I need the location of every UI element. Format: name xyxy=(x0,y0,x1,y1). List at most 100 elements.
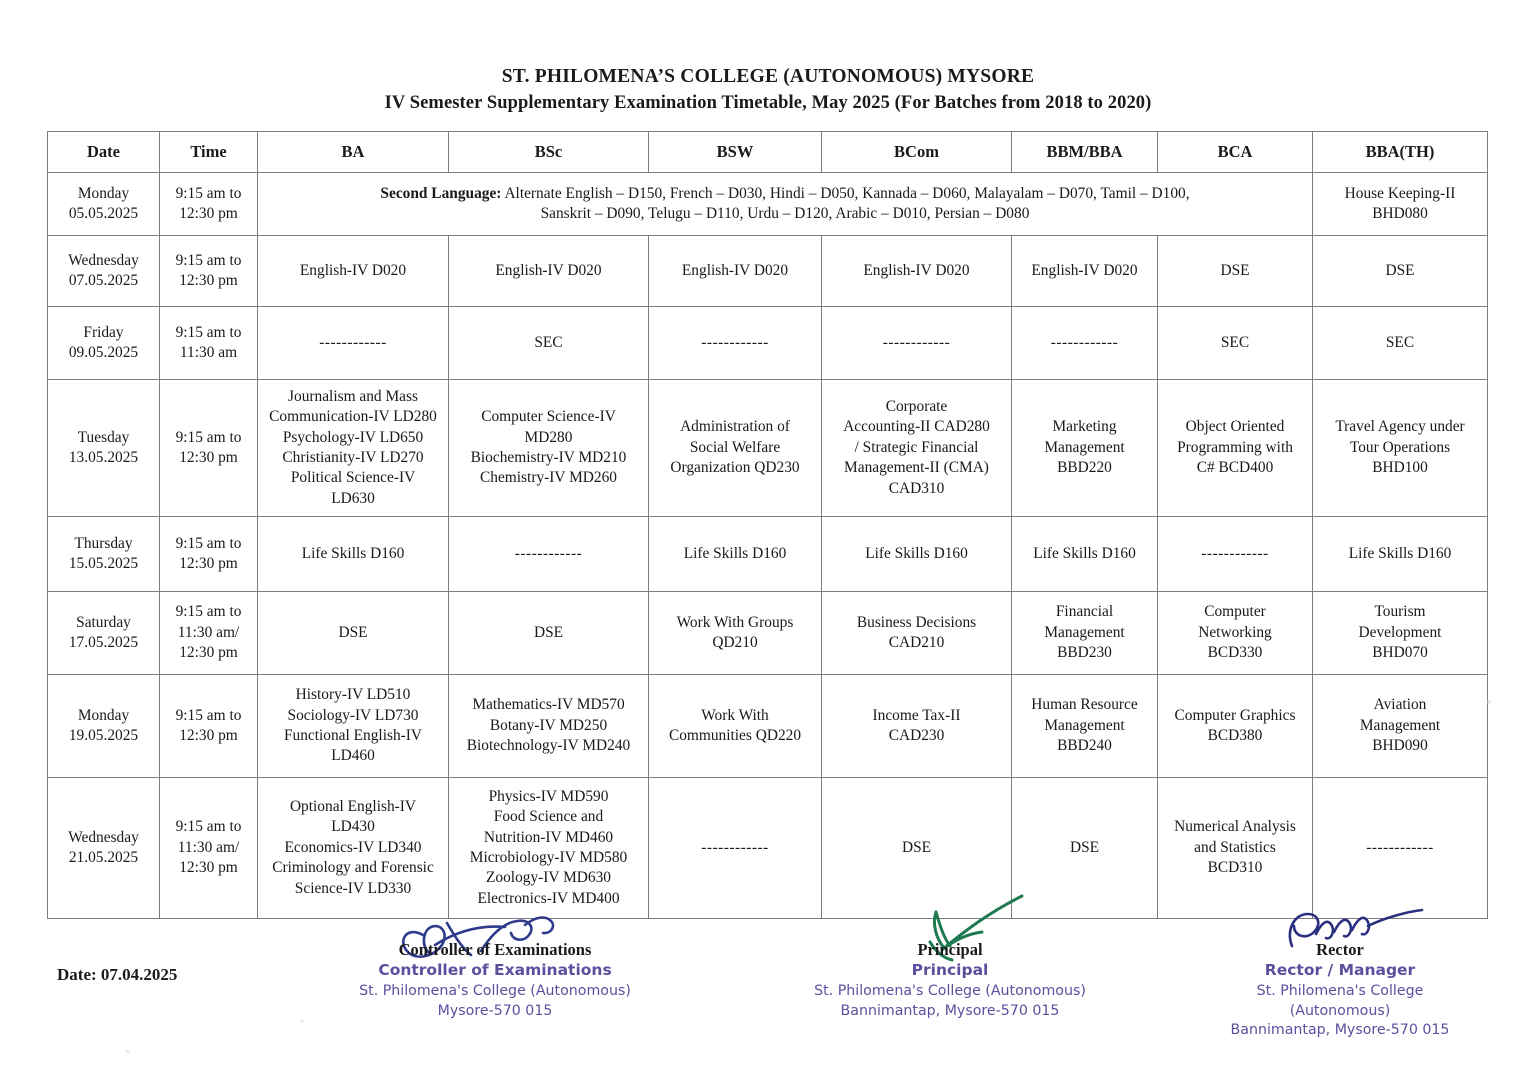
table-row: Saturday 17.05.2025 9:15 am to 11:30 am/… xyxy=(47,591,1488,675)
cell-bsw: Administration of Social Welfare Organiz… xyxy=(648,379,822,517)
column-header-bca: BCA xyxy=(1157,131,1313,173)
cell-bba-th: Tourism Development BHD070 xyxy=(1312,591,1488,675)
cell-ba: English-IV D020 xyxy=(257,235,449,307)
cell-bsc: Physics-IV MD590 Food Science and Nutrit… xyxy=(448,777,649,919)
cell-bca: DSE xyxy=(1157,235,1313,307)
cell-bbm: Life Skills D160 xyxy=(1011,516,1158,592)
cell-bsc: ------------ xyxy=(448,516,649,592)
cell-bsw: English-IV D020 xyxy=(648,235,822,307)
table-row: Friday 09.05.2025 9:15 am to 11:30 am --… xyxy=(47,306,1488,380)
column-header-date: Date xyxy=(47,131,160,173)
cell-second-language: Second Language: Alternate English – D15… xyxy=(257,172,1313,236)
cell-date: Monday 05.05.2025 xyxy=(47,172,160,236)
document-footer: Date: 07.04.2025 Controller of Examinati… xyxy=(0,894,1536,1085)
examination-timetable: Date Time BA BSc BSW BCom BBM/BBA BCA BB… xyxy=(47,131,1488,919)
cell-bbm: Financial Management BBD230 xyxy=(1011,591,1158,675)
cell-time: 9:15 am to 11:30 am/ 12:30 pm xyxy=(159,777,258,919)
stamp-line-address: Bannimantap, Mysore-570 015 xyxy=(840,1002,1060,1019)
column-header-ba: BA xyxy=(257,131,449,173)
table-row: Monday 05.05.2025 9:15 am to 12:30 pm Se… xyxy=(47,172,1488,236)
cell-date: Friday 09.05.2025 xyxy=(47,306,160,380)
cell-ba: Optional English-IV LD430 Economics-IV L… xyxy=(257,777,449,919)
cell-date: Wednesday 21.05.2025 xyxy=(47,777,160,919)
stamp-line-address: Mysore-570 015 xyxy=(437,1002,553,1019)
cell-bsw: Work With Communities QD220 xyxy=(648,674,822,778)
cell-bba-th: Aviation Management BHD090 xyxy=(1312,674,1488,778)
document-subtitle: IV Semester Supplementary Examination Ti… xyxy=(384,93,1152,114)
signatory-title-rector: Rector xyxy=(1316,940,1364,959)
cell-time: 9:15 am to 12:30 pm xyxy=(159,172,258,236)
cell-time: 9:15 am to 11:30 am xyxy=(159,306,258,380)
stamp-line-autonomous: (Autonomous) xyxy=(1289,1002,1391,1019)
scan-speckle xyxy=(125,1050,130,1053)
cell-bcom: Corporate Accounting-II CAD280 / Strateg… xyxy=(821,379,1012,517)
cell-bsw: ------------ xyxy=(648,306,822,380)
stamp-controller: Controller of Examinations St. Philomena… xyxy=(330,960,660,1021)
column-header-bba-th: BBA(TH) xyxy=(1312,131,1488,173)
signatory-title-controller: Controller of Examinations xyxy=(398,940,592,959)
signatory-title-principal: Principal xyxy=(917,940,983,959)
cell-bbm: DSE xyxy=(1011,777,1158,919)
cell-time: 9:15 am to 12:30 pm xyxy=(159,516,258,592)
cell-date: Thursday 15.05.2025 xyxy=(47,516,160,592)
cell-bbm: ------------ xyxy=(1011,306,1158,380)
cell-date: Monday 19.05.2025 xyxy=(47,674,160,778)
table-header-row: Date Time BA BSc BSW BCom BBM/BBA BCA BB… xyxy=(47,131,1488,173)
college-name: ST. PHILOMENA’S COLLEGE (AUTONOMOUS) MYS… xyxy=(501,66,1035,87)
cell-bcom: DSE xyxy=(821,777,1012,919)
signature-block-controller: Controller of Examinations Controller of… xyxy=(330,916,660,1021)
cell-bsw: Work With Groups QD210 xyxy=(648,591,822,675)
column-header-bbm-bba: BBM/BBA xyxy=(1011,131,1158,173)
cell-bca: SEC xyxy=(1157,306,1313,380)
stamp-line-college: St. Philomena's College (Autonomous) xyxy=(359,982,631,999)
cell-bba-th: Travel Agency under Tour Operations BHD1… xyxy=(1312,379,1488,517)
stamp-line-title: Principal xyxy=(911,961,989,979)
cell-bca: Computer Graphics BCD380 xyxy=(1157,674,1313,778)
cell-time: 9:15 am to 12:30 pm xyxy=(159,379,258,517)
cell-date: Tuesday 13.05.2025 xyxy=(47,379,160,517)
table-row: Thursday 15.05.2025 9:15 am to 12:30 pm … xyxy=(47,516,1488,592)
stamp-line-address: Bannimantap, Mysore-570 015 xyxy=(1230,1022,1450,1039)
table-row: Tuesday 13.05.2025 9:15 am to 12:30 pm J… xyxy=(47,379,1488,517)
cell-date: Saturday 17.05.2025 xyxy=(47,591,160,675)
stamp-line-title: Rector / Manager xyxy=(1264,961,1416,979)
cell-bsw: Life Skills D160 xyxy=(648,516,822,592)
cell-bcom: Income Tax-II CAD230 xyxy=(821,674,1012,778)
cell-bcom: Life Skills D160 xyxy=(821,516,1012,592)
scan-speckle xyxy=(300,1020,304,1023)
cell-time: 9:15 am to 11:30 am/ 12:30 pm xyxy=(159,591,258,675)
cell-ba: Journalism and Mass Communication-IV LD2… xyxy=(257,379,449,517)
stamp-rector: Rector / Manager St. Philomena's College… xyxy=(1175,960,1505,1041)
cell-bca: ------------ xyxy=(1157,516,1313,592)
cell-bsc: Mathematics-IV MD570 Botany-IV MD250 Bio… xyxy=(448,674,649,778)
column-header-time: Time xyxy=(159,131,258,173)
cell-bba-th: Life Skills D160 xyxy=(1312,516,1488,592)
cell-bsw: ------------ xyxy=(648,777,822,919)
cell-bcom: Business Decisions CAD210 xyxy=(821,591,1012,675)
stamp-line-college: St. Philomena's College (Autonomous) xyxy=(814,982,1086,999)
cell-date: Wednesday 07.05.2025 xyxy=(47,235,160,307)
stamp-line-college: St. Philomena's College xyxy=(1256,982,1424,999)
cell-bba-th: DSE xyxy=(1312,235,1488,307)
cell-bbm: English-IV D020 xyxy=(1011,235,1158,307)
cell-bbm: Marketing Management BBD220 xyxy=(1011,379,1158,517)
issue-date: Date: 07.04.2025 xyxy=(57,965,178,984)
cell-bcom: ------------ xyxy=(821,306,1012,380)
column-header-bsc: BSc xyxy=(448,131,649,173)
cell-ba: Life Skills D160 xyxy=(257,516,449,592)
signature-block-rector: Rector Rector / Manager St. Philomena's … xyxy=(1175,908,1505,1041)
timetable-container: Date Time BA BSc BSW BCom BBM/BBA BCA BB… xyxy=(47,131,1488,919)
cell-time: 9:15 am to 12:30 pm xyxy=(159,674,258,778)
cell-bca: Computer Networking BCD330 xyxy=(1157,591,1313,675)
cell-ba: DSE xyxy=(257,591,449,675)
cell-bba-th: SEC xyxy=(1312,306,1488,380)
column-header-bcom: BCom xyxy=(821,131,1012,173)
table-row: Wednesday 21.05.2025 9:15 am to 11:30 am… xyxy=(47,777,1488,919)
cell-bsc: DSE xyxy=(448,591,649,675)
table-row: Wednesday 07.05.2025 9:15 am to 12:30 pm… xyxy=(47,235,1488,307)
cell-bba-th: ------------ xyxy=(1312,777,1488,919)
stamp-principal: Principal St. Philomena's College (Auton… xyxy=(790,960,1110,1021)
signature-block-principal: Principal Principal St. Philomena's Coll… xyxy=(790,894,1110,1021)
cell-bca: Numerical Analysis and Statistics BCD310 xyxy=(1157,777,1313,919)
